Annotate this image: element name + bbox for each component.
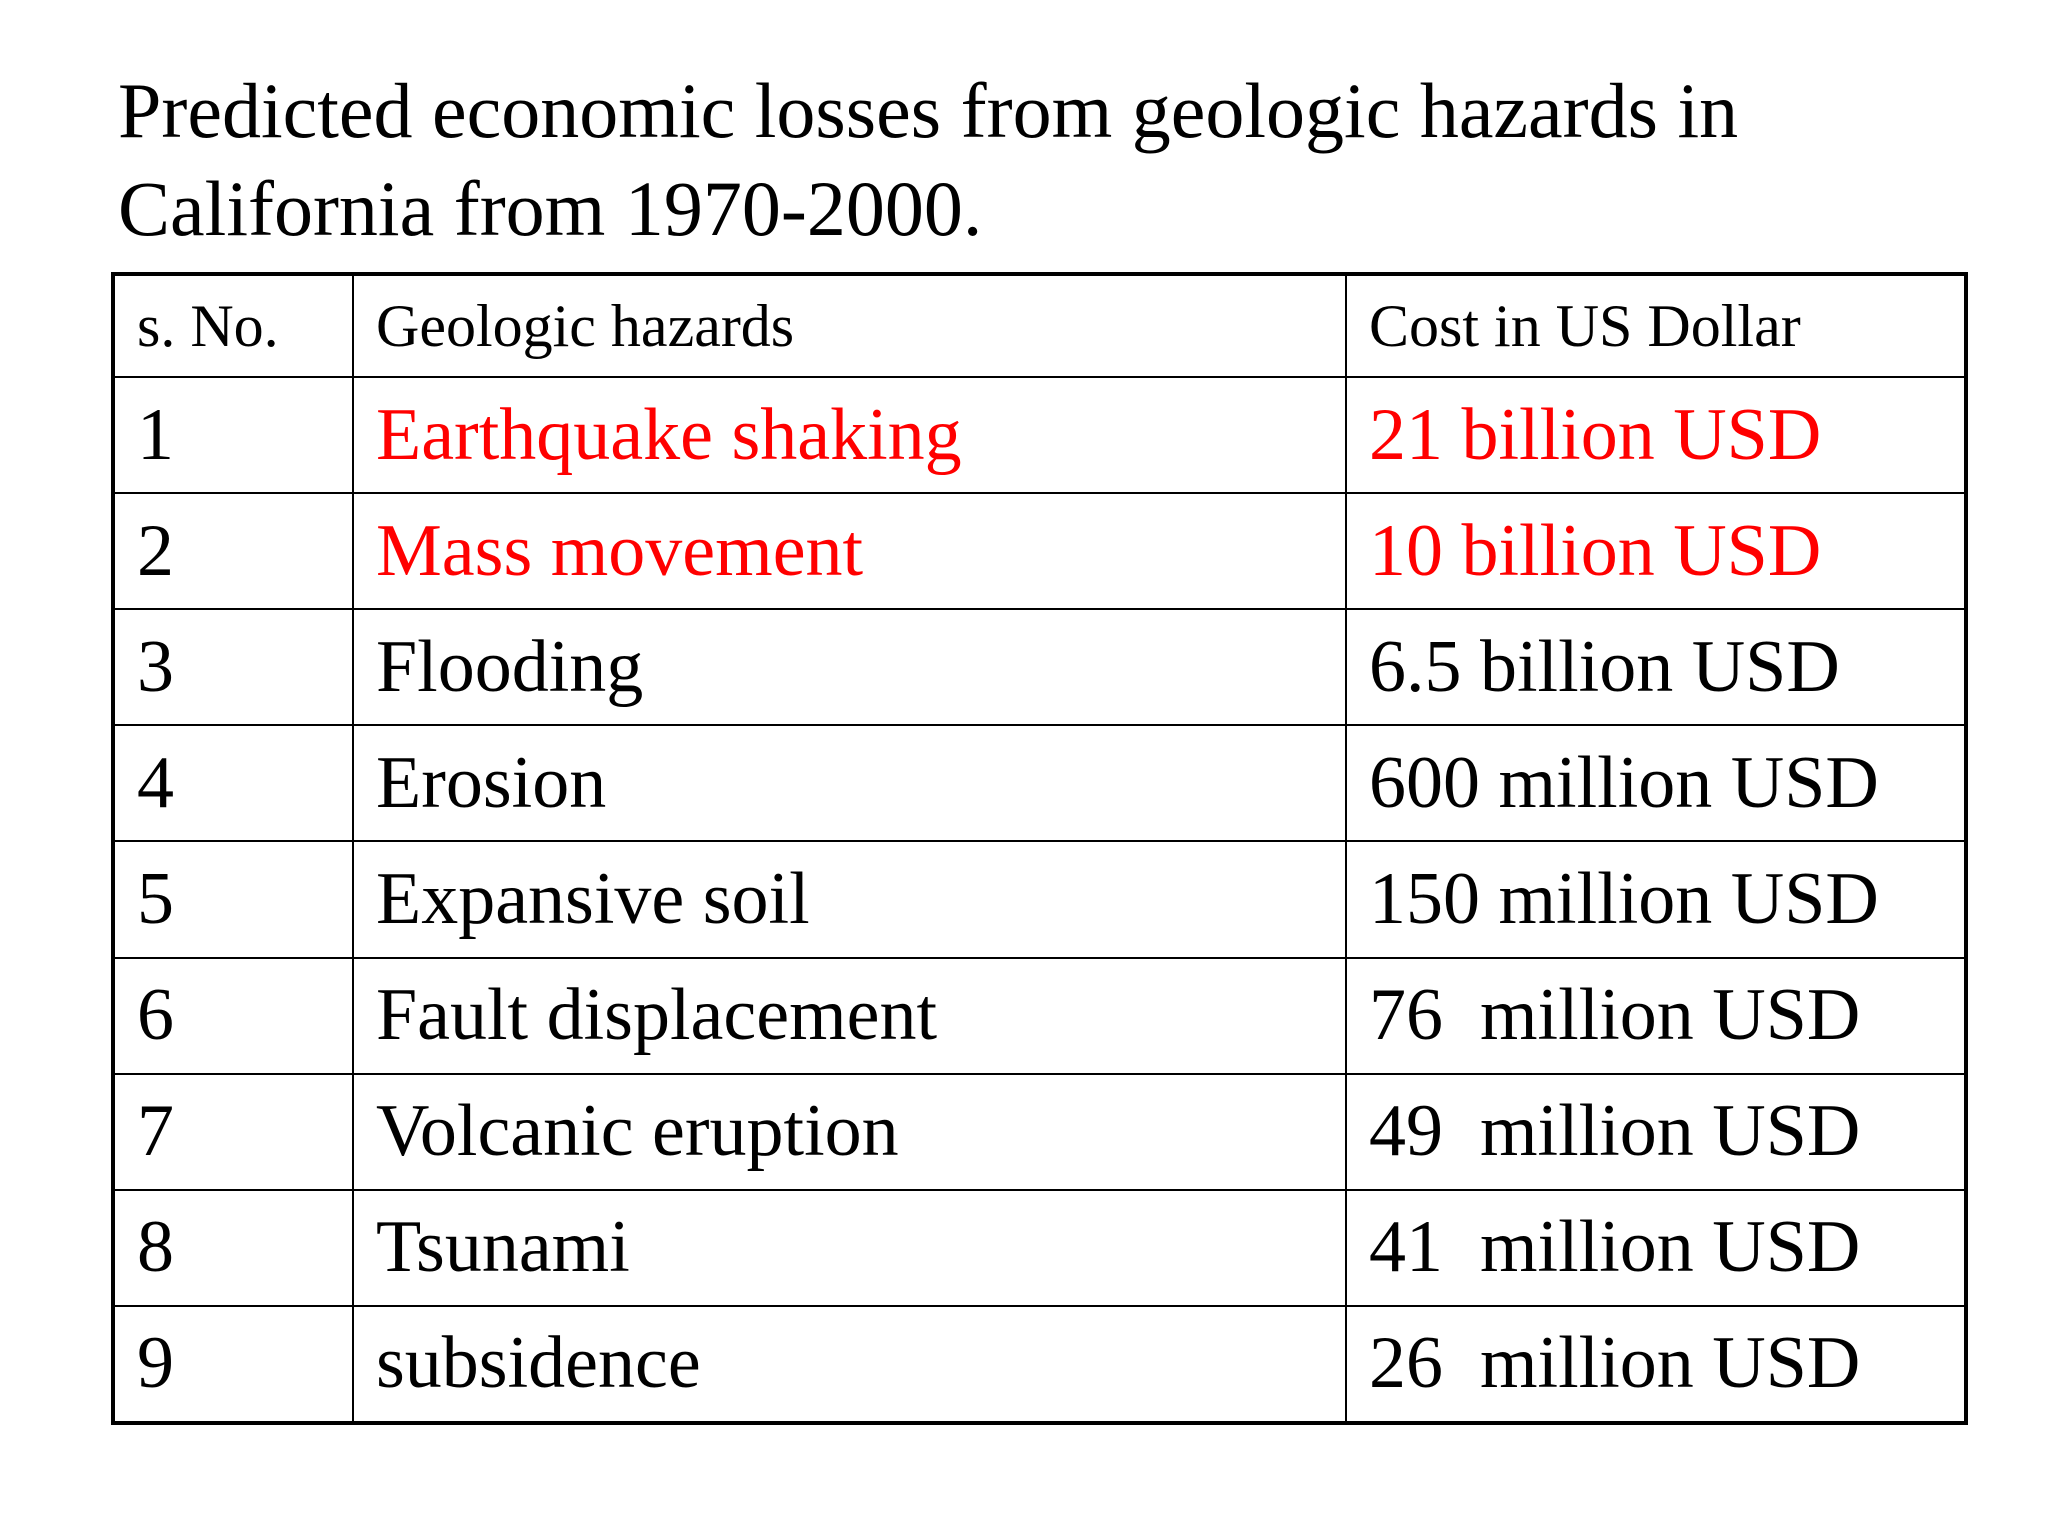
title-line-2: California from 1970-2000. [118,165,983,252]
table-row: 3 Flooding 6.5 billion USD [112,608,1967,727]
row-hazard: Expansive soil [352,840,1347,959]
table-row: 6 Fault displacement 76 million USD [112,956,1967,1075]
row-hazard: Flooding [352,608,1347,727]
row-serial-number: 8 [112,1188,354,1307]
table-row: 7 Volcanic eruption 49 million USD [112,1072,1967,1191]
table-row: 9 subsidence 26 million USD [112,1304,1967,1425]
row-cost: 600 million USD [1345,724,1967,843]
table-row: 2 Mass movement 10 billion USD [112,492,1967,611]
table-row: 8 Tsunami 41 million USD [112,1188,1967,1307]
header-serial-number: s. No. [112,273,354,378]
row-hazard: Mass movement [352,492,1347,611]
page-title: Predicted economic losses from geologic … [118,62,1938,258]
row-cost: 76 million USD [1345,956,1967,1075]
row-cost: 49 million USD [1345,1072,1967,1191]
table-row: 1 Earthquake shaking 21 billion USD [112,375,1967,495]
row-hazard: Earthquake shaking [352,375,1347,495]
table-header-row: s. No. Geologic hazards Cost in US Dolla… [112,273,1967,378]
table-row: 5 Expansive soil 150 million USD [112,840,1967,959]
row-serial-number: 2 [112,492,354,611]
row-serial-number: 3 [112,608,354,727]
header-geologic-hazards: Geologic hazards [352,273,1347,378]
row-cost: 41 million USD [1345,1188,1967,1307]
row-serial-number: 9 [112,1304,354,1425]
row-cost: 6.5 billion USD [1345,608,1967,727]
row-cost: 150 million USD [1345,840,1967,959]
row-serial-number: 1 [112,375,354,495]
row-serial-number: 5 [112,840,354,959]
row-cost: 10 billion USD [1345,492,1967,611]
title-line-1: Predicted economic losses from geologic … [118,67,1739,154]
row-serial-number: 4 [112,724,354,843]
row-hazard: subsidence [352,1304,1347,1425]
row-cost: 26 million USD [1345,1304,1967,1425]
row-serial-number: 6 [112,956,354,1075]
header-cost: Cost in US Dollar [1345,273,1967,378]
row-serial-number: 7 [112,1072,354,1191]
row-cost: 21 billion USD [1345,375,1967,495]
table-row: 4 Erosion 600 million USD [112,724,1967,843]
hazard-loss-table: s. No. Geologic hazards Cost in US Dolla… [111,272,1968,1425]
row-hazard: Volcanic eruption [352,1072,1347,1191]
row-hazard: Erosion [352,724,1347,843]
row-hazard: Fault displacement [352,956,1347,1075]
row-hazard: Tsunami [352,1188,1347,1307]
